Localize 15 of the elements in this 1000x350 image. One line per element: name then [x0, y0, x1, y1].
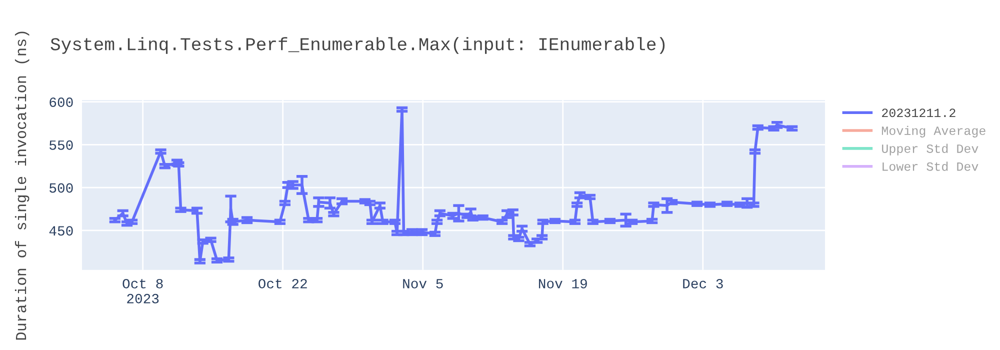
legend-label: Lower Std Dev — [882, 162, 978, 171]
x-tick-label: Dec 3 — [683, 278, 723, 288]
y-tick-label: 500 — [50, 183, 73, 193]
x-tick-label: Nov 19 — [538, 278, 587, 288]
y-axis-title: Duration of single invocation (ns) — [14, 32, 30, 340]
legend-label: 20231211.2 — [882, 108, 956, 118]
x-tick-label: Nov 5 — [403, 279, 443, 288]
legend-label: Moving Average — [882, 126, 986, 138]
chart-title: System.Linq.Tests.Perf_Enumerable.Max(input: IEnumerable) — [50, 37, 665, 54]
x-tick-label: Oct 8 2023 — [122, 278, 163, 304]
y-tick-label: 450 — [49, 226, 73, 236]
y-tick-label: 600 — [50, 98, 73, 107]
x-tick-label: Oct 22 — [258, 278, 307, 288]
y-tick-label: 550 — [50, 140, 73, 150]
legend-label: Upper Std Dev — [882, 144, 978, 156]
